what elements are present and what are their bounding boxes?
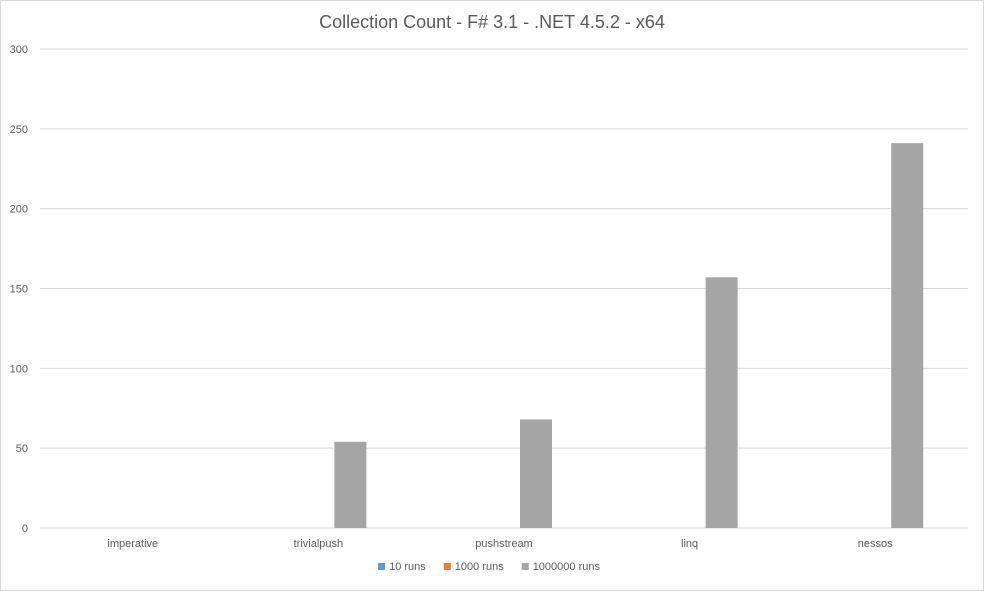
x-tick-label: pushstream	[475, 538, 532, 550]
y-tick-label: 200	[10, 204, 28, 216]
bar	[520, 419, 552, 528]
y-tick-label: 0	[22, 523, 28, 535]
x-tick-label: linq	[681, 538, 698, 550]
bar	[334, 441, 367, 528]
x-tick-label: trivialpush	[294, 538, 344, 550]
bar	[891, 143, 924, 528]
y-tick-label: 250	[10, 124, 28, 136]
y-tick-label: 100	[10, 363, 28, 375]
legend-label: 1000 runs	[455, 561, 504, 573]
y-axis-ticks: 0 50 100 150 200 250 300	[10, 44, 28, 535]
bars	[334, 143, 924, 528]
y-tick-label: 150	[10, 284, 28, 296]
legend-swatch	[378, 563, 386, 570]
legend-label: 10 runs	[389, 561, 426, 573]
legend: 10 runs 1000 runs 1000000 runs	[378, 561, 600, 573]
legend-swatch	[521, 563, 529, 570]
legend-swatch	[443, 563, 451, 570]
x-axis-ticks: imperative trivialpush pushstream linq nesso…	[107, 538, 893, 550]
x-tick-label: nessos	[858, 538, 893, 550]
legend-label: 1000000 runs	[533, 561, 601, 573]
gridlines	[40, 48, 968, 529]
bar	[705, 277, 738, 528]
x-tick-label: imperative	[107, 538, 158, 550]
chart-title: Collection Count - F# 3.1 - .NET 4.5.2 -…	[319, 12, 665, 32]
y-tick-label: 300	[10, 44, 28, 56]
y-tick-label: 50	[16, 443, 28, 455]
